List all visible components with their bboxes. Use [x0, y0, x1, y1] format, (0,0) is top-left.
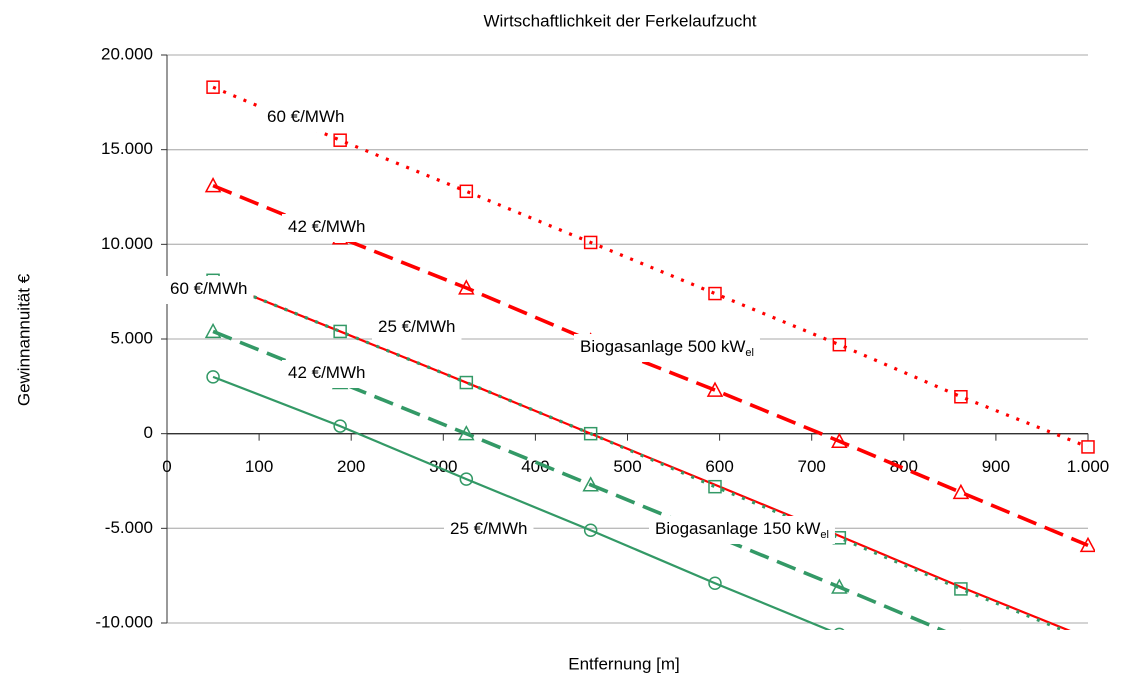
marker [583, 235, 598, 250]
x-axis-label: Entfernung [m] [568, 654, 680, 673]
y-axis-label: Gewinnannuität € [14, 273, 33, 406]
y-tick-label: -5.000 [105, 518, 153, 537]
marker [206, 370, 220, 384]
marker [204, 322, 222, 339]
y-tick-label: 20.000 [101, 44, 153, 63]
y-tick-label: 15.000 [101, 139, 153, 158]
annotation-text: Biogasanlage 500 kWel [580, 337, 754, 358]
annotation-main: Biogasanlage 150 kW [655, 519, 820, 538]
annotation-main: Biogasanlage 500 kW [580, 337, 745, 356]
x-tick-label: 400 [521, 457, 549, 476]
marker [831, 578, 848, 594]
marker [831, 432, 848, 448]
annotation-text: 25 €/MWh [450, 519, 527, 538]
marker [459, 375, 474, 390]
marker [458, 425, 475, 441]
x-tick-label: 500 [613, 457, 641, 476]
series-line [212, 278, 1068, 630]
annotation-bg [444, 516, 534, 544]
annotation: 42 €/MWh [282, 360, 372, 388]
annotation-text: 42 €/MWh [288, 217, 365, 236]
chart-title: Wirtschaftlichkeit der Ferkelaufzucht [483, 11, 756, 30]
marker [583, 523, 598, 537]
marker [1079, 536, 1095, 553]
series-line [212, 375, 832, 630]
annotation-sub: el [820, 529, 829, 541]
plot-area [204, 80, 1095, 646]
marker [333, 133, 347, 147]
marker [960, 629, 962, 630]
x-tick-label: 600 [705, 457, 733, 476]
marker [708, 576, 722, 590]
annotation: Biogasanlage 500 kWel [574, 334, 760, 362]
y-tick-label: 10.000 [101, 234, 153, 253]
annotation: 60 €/MWh [164, 276, 254, 304]
annotation-bg [164, 276, 254, 304]
grid: 20.000 15.000 10.000 5.000 0 -5.000 -10.000 0 10… [95, 44, 1109, 631]
marker [458, 279, 475, 295]
annotation-bg [282, 214, 372, 242]
y-tick-label: 0 [144, 423, 153, 442]
annotation-main: 42 €/MWh [288, 217, 365, 236]
x-tick-label: 100 [245, 457, 273, 476]
annotation: 25 €/MWh [372, 314, 462, 342]
marker [204, 177, 222, 193]
y-tick-label: 5.000 [110, 328, 153, 347]
annotation-main: 60 €/MWh [170, 279, 247, 298]
annotation-main: 25 €/MWh [450, 519, 527, 538]
annotation: 60 €/MWh [261, 104, 351, 132]
annotation: Biogasanlage 150 kWel [649, 516, 835, 544]
annotation: 42 €/MWh [282, 214, 372, 242]
x-tick-label: 0 [162, 457, 171, 476]
marker [708, 286, 722, 301]
marker [832, 337, 847, 352]
marker [206, 80, 220, 94]
annotation-bg [282, 360, 372, 388]
marker [952, 483, 970, 500]
x-tick-label: 900 [982, 457, 1010, 476]
marker [708, 479, 722, 494]
annotation-bg [649, 516, 835, 544]
annotation-text: 25 €/MWh [378, 317, 455, 336]
series-line [212, 85, 1089, 449]
marker [333, 419, 347, 433]
annotation-text: 42 €/MWh [288, 363, 365, 382]
x-tick-label: 200 [337, 457, 365, 476]
annotation-bg [372, 314, 462, 342]
marker [583, 426, 598, 441]
annotations: 60 €/MWh 42 €/MWh 60 €/MWh 25 €/MWh Biogasan… [164, 104, 835, 544]
annotation-text: Biogasanlage 150 kWel [655, 519, 829, 540]
marker [333, 324, 347, 339]
marker [706, 381, 724, 397]
marker [954, 389, 968, 404]
series-line [212, 183, 1089, 548]
x-tick-label: 1.000 [1067, 457, 1110, 476]
annotation-text: 60 €/MWh [170, 279, 247, 298]
annotation-bg [574, 334, 760, 362]
marker [459, 472, 474, 486]
annotation-main: 25 €/MWh [378, 317, 455, 336]
marker [954, 582, 968, 596]
marker [834, 627, 845, 630]
annotation-text: 60 €/MWh [267, 107, 344, 126]
marker [459, 184, 474, 199]
x-tick-label: 700 [798, 457, 826, 476]
marker [1082, 634, 1094, 646]
series-line [212, 329, 947, 630]
annotation: 25 €/MWh [444, 516, 534, 544]
annotation-bg [261, 104, 351, 132]
annotation-main: 42 €/MWh [288, 363, 365, 382]
annotation-main: 60 €/MWh [267, 107, 344, 126]
marker [1081, 440, 1095, 454]
y-tick-label: -10.000 [95, 612, 153, 631]
annotation-sub: el [745, 347, 754, 359]
marker [582, 476, 599, 492]
